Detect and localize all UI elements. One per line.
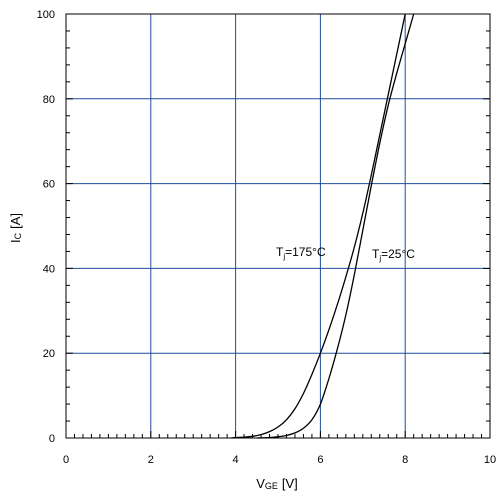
x-tick-label: 10 xyxy=(484,454,496,466)
y-tick-label: 80 xyxy=(43,94,55,106)
x-axis-label: VGE [V] xyxy=(256,476,298,491)
grid xyxy=(66,14,490,438)
x-tick-label: 6 xyxy=(317,454,323,466)
plot-area xyxy=(66,14,490,438)
x-tick-label: 2 xyxy=(148,454,154,466)
series-label-25: Tj=25°C xyxy=(372,247,415,263)
y-tick-label: 20 xyxy=(43,348,55,360)
x-tick-label: 8 xyxy=(402,454,408,466)
y-tick-label: 0 xyxy=(49,433,55,445)
series-line-1 xyxy=(256,13,415,439)
y-tick-label: 100 xyxy=(37,9,55,21)
x-tick-label: 4 xyxy=(233,454,239,466)
series-line-0 xyxy=(231,13,406,439)
plot-frame xyxy=(65,13,491,439)
y-tick-label: 40 xyxy=(43,263,55,275)
y-tick-label: 60 xyxy=(43,179,55,191)
x-tick-label: 0 xyxy=(63,454,69,466)
series-layer xyxy=(231,13,415,439)
series-label-175: Tj=175°C xyxy=(276,245,326,261)
y-axis-label: IC[A] xyxy=(8,213,23,243)
